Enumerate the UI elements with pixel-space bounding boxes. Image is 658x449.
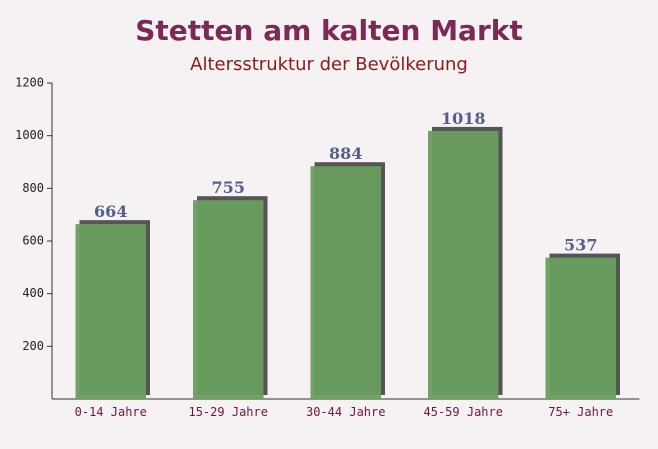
value-label: 884 bbox=[329, 144, 362, 163]
bar bbox=[193, 200, 264, 399]
bar bbox=[310, 166, 381, 399]
y-tick-label: 400 bbox=[22, 286, 44, 300]
x-tick-label: 45-59 Jahre bbox=[424, 405, 503, 419]
x-tick-label: 30-44 Jahre bbox=[306, 405, 385, 419]
value-label: 537 bbox=[564, 236, 597, 255]
x-tick-label: 75+ Jahre bbox=[548, 405, 613, 419]
bar bbox=[75, 224, 146, 399]
y-tick-label: 1000 bbox=[15, 128, 44, 142]
bar bbox=[428, 130, 499, 399]
y-tick-label: 200 bbox=[22, 339, 44, 353]
y-tick-label: 1200 bbox=[15, 76, 44, 90]
y-tick-label: 600 bbox=[22, 234, 44, 248]
value-label: 755 bbox=[212, 178, 245, 197]
x-tick-label: 15-29 Jahre bbox=[189, 405, 268, 419]
chart-title: Stetten am kalten Markt bbox=[135, 14, 523, 47]
value-label: 1018 bbox=[441, 109, 486, 128]
y-tick-label: 800 bbox=[22, 181, 44, 195]
value-label: 664 bbox=[94, 202, 127, 221]
x-tick-label: 0-14 Jahre bbox=[75, 405, 147, 419]
bar bbox=[545, 257, 616, 399]
chart-subtitle: Altersstruktur der Bevölkerung bbox=[190, 54, 468, 75]
